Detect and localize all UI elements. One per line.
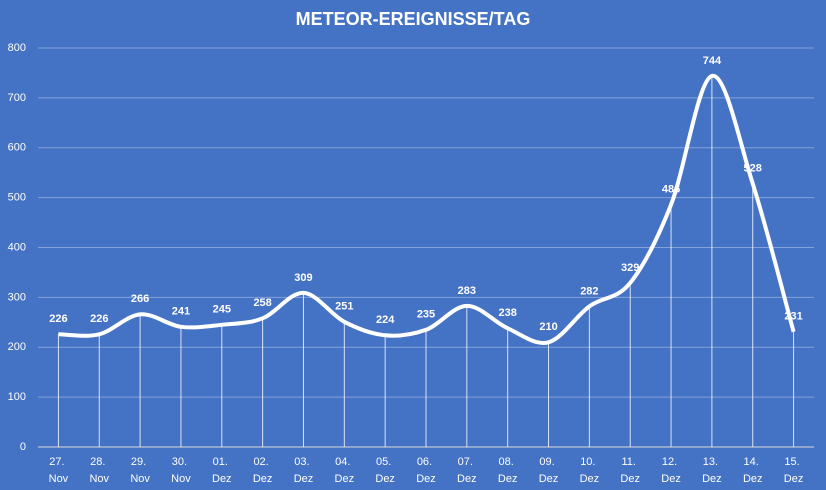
- x-tick-label: 08. Dez: [498, 456, 518, 485]
- x-tick-label: 15. Dez: [784, 456, 804, 485]
- value-label: 266: [131, 293, 149, 305]
- x-tick-label: 13. Dez: [702, 456, 722, 485]
- value-label: 235: [417, 309, 435, 321]
- y-tick-label: 500: [8, 192, 26, 204]
- value-label: 241: [172, 306, 190, 318]
- value-label: 245: [213, 304, 231, 316]
- value-label: 528: [744, 163, 762, 175]
- x-tick-label: 29. Nov: [130, 456, 150, 485]
- y-tick-label: 600: [8, 142, 26, 154]
- x-tick-label: 14. Dez: [743, 456, 763, 485]
- value-label: 283: [458, 285, 476, 297]
- chart-title: METEOR-EREIGNISSE/TAG: [296, 9, 531, 29]
- y-tick-label: 800: [8, 42, 26, 54]
- value-label: 231: [784, 311, 802, 323]
- y-tick-label: 700: [8, 92, 26, 104]
- x-tick-label: 02. Dez: [253, 456, 273, 485]
- x-tick-label: 05. Dez: [375, 456, 395, 485]
- line: [58, 73, 796, 345]
- y-tick-label: 100: [8, 391, 26, 403]
- x-tick-label: 12. Dez: [661, 456, 681, 485]
- x-tick-label: 01. Dez: [212, 456, 232, 485]
- y-tick-label: 200: [8, 341, 26, 353]
- x-tick-label: 30. Nov: [171, 456, 191, 485]
- value-label: 282: [580, 285, 598, 297]
- y-tick-label: 0: [20, 441, 26, 453]
- x-tick-label: 07. Dez: [457, 456, 477, 485]
- y-tick-label: 300: [8, 291, 26, 303]
- x-tick-label: 04. Dez: [335, 456, 355, 485]
- x-tick-label: 28. Nov: [89, 456, 109, 485]
- value-label: 226: [49, 313, 67, 325]
- value-label: 329: [621, 262, 639, 274]
- value-label: 744: [703, 55, 722, 67]
- value-label: 226: [90, 313, 108, 325]
- x-tick-label: 09. Dez: [539, 456, 559, 485]
- value-label: 224: [376, 314, 395, 326]
- value-label: 251: [335, 301, 353, 313]
- value-label: 238: [499, 307, 517, 319]
- value-label: 486: [662, 184, 680, 196]
- value-label: 210: [539, 321, 557, 333]
- y-tick-label: 400: [8, 241, 26, 253]
- x-tick-label: 27. Nov: [49, 456, 69, 485]
- x-tick-label: 11. Dez: [620, 456, 640, 485]
- value-label: 258: [253, 297, 271, 309]
- x-tick-label: 10. Dez: [580, 456, 600, 485]
- value-label: 309: [294, 272, 312, 284]
- x-tick-label: 03. Dez: [294, 456, 314, 485]
- x-tick-label: 06. Dez: [416, 456, 436, 485]
